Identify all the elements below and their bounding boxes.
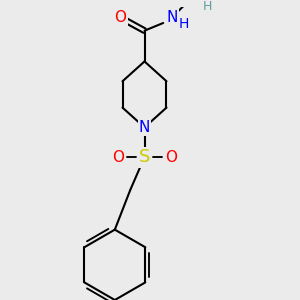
Text: N: N	[139, 120, 150, 135]
Text: S: S	[139, 148, 150, 166]
Text: O: O	[165, 150, 177, 165]
Text: O: O	[112, 150, 124, 165]
Text: N: N	[166, 10, 178, 25]
Text: O: O	[114, 10, 126, 25]
Text: N: N	[139, 120, 150, 135]
Text: H: H	[179, 17, 189, 31]
Text: H: H	[202, 0, 212, 13]
